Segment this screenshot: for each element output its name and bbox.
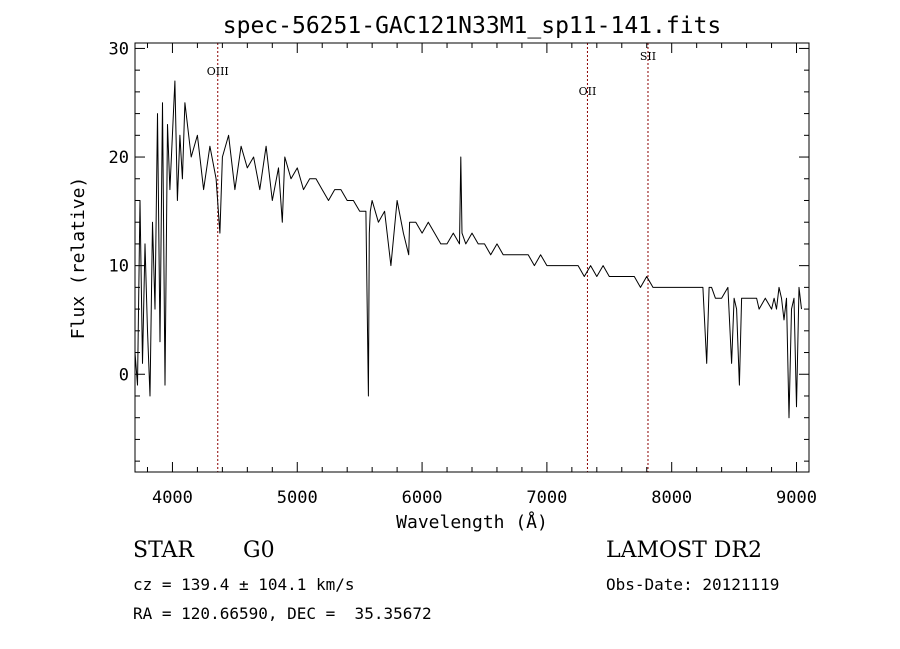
emission-line-label: OII xyxy=(579,85,597,98)
plot-frame xyxy=(134,42,810,473)
x-tick-label: 6000 xyxy=(402,488,443,508)
redshift-velocity: cz = 139.4 ± 104.1 km/s xyxy=(133,575,355,594)
survey-name: LAMOST DR2 xyxy=(606,538,762,563)
x-ticks: 4000 5000 6000 7000 8000 9000 xyxy=(146,43,817,508)
object-subclass: G0 xyxy=(243,538,275,563)
y-tick-label: 20 xyxy=(109,148,129,168)
emission-line-label: SII xyxy=(640,50,656,63)
object-class: STAR xyxy=(133,538,194,563)
emission-lines-layer: OIII OII SII xyxy=(207,43,656,472)
x-tick-label: 5000 xyxy=(277,488,318,508)
y-tick-label: 0 xyxy=(119,365,129,385)
y-tick-label: 10 xyxy=(109,257,129,277)
x-tick-label: 7000 xyxy=(526,488,567,508)
coordinates: RA = 120.66590, DEC = 35.35672 xyxy=(133,604,432,623)
x-axis-label: Wavelength (Å) xyxy=(396,511,548,533)
x-tick-label: 8000 xyxy=(651,488,692,508)
chart-title: spec-56251-GAC121N33M1_sp11-141.fits xyxy=(223,13,722,39)
x-tick-label: 9000 xyxy=(776,488,817,508)
series-layer xyxy=(134,80,802,419)
y-axis-label: Flux (relative) xyxy=(68,177,89,340)
y-ticks: 0 10 20 30 xyxy=(109,39,809,462)
x-tick-label: 4000 xyxy=(152,488,193,508)
spectrum-line xyxy=(134,80,802,419)
emission-line-label: OIII xyxy=(207,65,229,78)
y-tick-label: 30 xyxy=(109,39,129,59)
observation-date: Obs-Date: 20121119 xyxy=(606,575,780,594)
